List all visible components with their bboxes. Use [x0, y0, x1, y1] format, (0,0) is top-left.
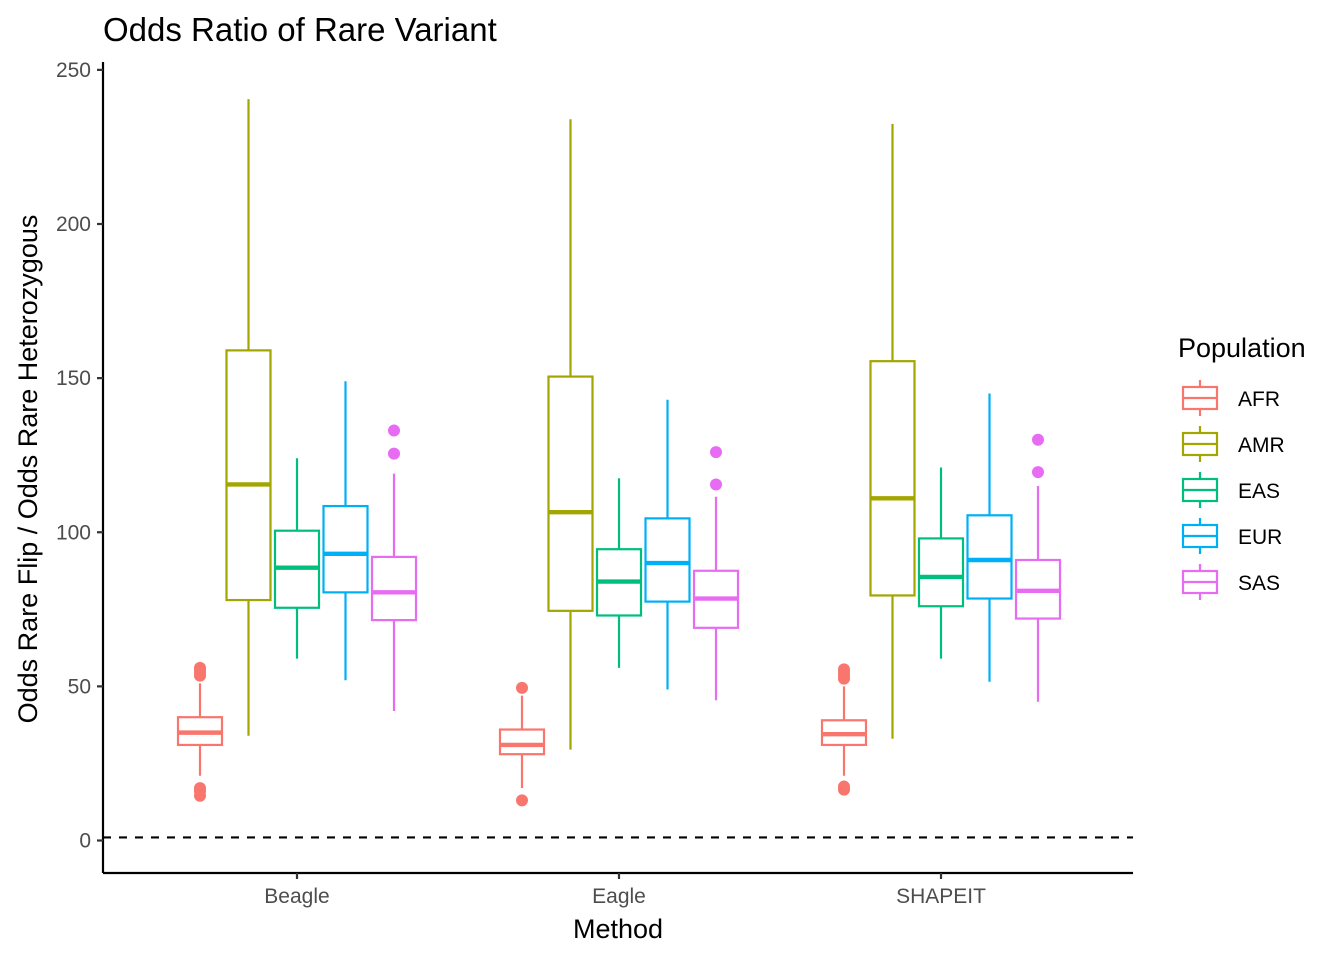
legend-label: AMR: [1238, 434, 1285, 457]
legend-item-afr: AFR: [1181, 380, 1280, 416]
legend-label: EAS: [1238, 480, 1280, 503]
legend-title: Population: [1178, 333, 1306, 363]
outlier-point: [838, 663, 850, 676]
outlier-point: [838, 780, 850, 793]
outlier-point: [194, 661, 206, 674]
box-body: [966, 514, 1013, 600]
box-body: [644, 517, 691, 603]
x-tick-label: Eagle: [592, 885, 646, 908]
box-eur-beagle: [322, 381, 369, 681]
box-amr-shapeit: [869, 123, 916, 739]
outlier-point: [388, 447, 400, 460]
box-sas-shapeit: [1014, 433, 1062, 702]
x-axis-title: Method: [573, 914, 663, 944]
box-afr-eagle: [498, 681, 546, 807]
box-body: [869, 360, 916, 597]
outlier-point: [516, 681, 528, 694]
box-body: [370, 555, 418, 622]
outlier-point: [1032, 433, 1044, 446]
legend-item-eur: EUR: [1181, 518, 1282, 554]
y-tick-label: 0: [79, 830, 91, 853]
legend-label: SAS: [1238, 572, 1280, 595]
box-body: [322, 504, 369, 594]
box-body: [917, 537, 965, 608]
box-amr-beagle: [225, 99, 272, 736]
outlier-point: [516, 794, 528, 807]
chart-title: Odds Ratio of Rare Variant: [103, 11, 497, 48]
box-sas-eagle: [692, 446, 740, 701]
box-afr-beagle: [176, 661, 224, 802]
legend-item-eas: EAS: [1181, 472, 1280, 508]
box-eur-eagle: [644, 399, 691, 690]
box-body: [225, 349, 272, 602]
legend-item-amr: AMR: [1181, 426, 1285, 462]
box-eas-eagle: [595, 478, 643, 668]
y-tick-label: 250: [56, 59, 91, 82]
box-sas-beagle: [370, 424, 418, 712]
plot-area: [103, 99, 1133, 839]
y-tick-label: 200: [56, 213, 91, 236]
box-amr-eagle: [547, 119, 594, 750]
outlier-point: [710, 446, 722, 459]
legend: Population AFR AMR EAS EUR SAS: [1178, 333, 1306, 600]
box-afr-shapeit: [820, 663, 868, 796]
outlier-point: [388, 424, 400, 437]
axes: 0 50 100 150 200 250 Beagle Eagle SHAPEIT: [56, 59, 1133, 908]
y-tick-label: 100: [56, 521, 91, 544]
outlier-point: [194, 782, 206, 795]
box-eur-shapeit: [966, 393, 1013, 682]
box-body: [547, 375, 594, 612]
outlier-point: [1032, 466, 1044, 479]
y-tick-label: 150: [56, 367, 91, 390]
outlier-point: [710, 478, 722, 491]
y-axis-title: Odds Rare Flip / Odds Rare Heterozygous: [13, 215, 43, 724]
box-eas-shapeit: [917, 467, 965, 659]
x-tick-label: Beagle: [264, 885, 329, 908]
box-eas-beagle: [273, 458, 321, 659]
legend-item-sas: SAS: [1181, 564, 1280, 600]
legend-label: EUR: [1238, 526, 1282, 549]
legend-label: AFR: [1238, 388, 1280, 411]
box-body: [498, 728, 546, 756]
x-tick-label: SHAPEIT: [896, 885, 986, 908]
y-tick-label: 50: [68, 675, 91, 698]
